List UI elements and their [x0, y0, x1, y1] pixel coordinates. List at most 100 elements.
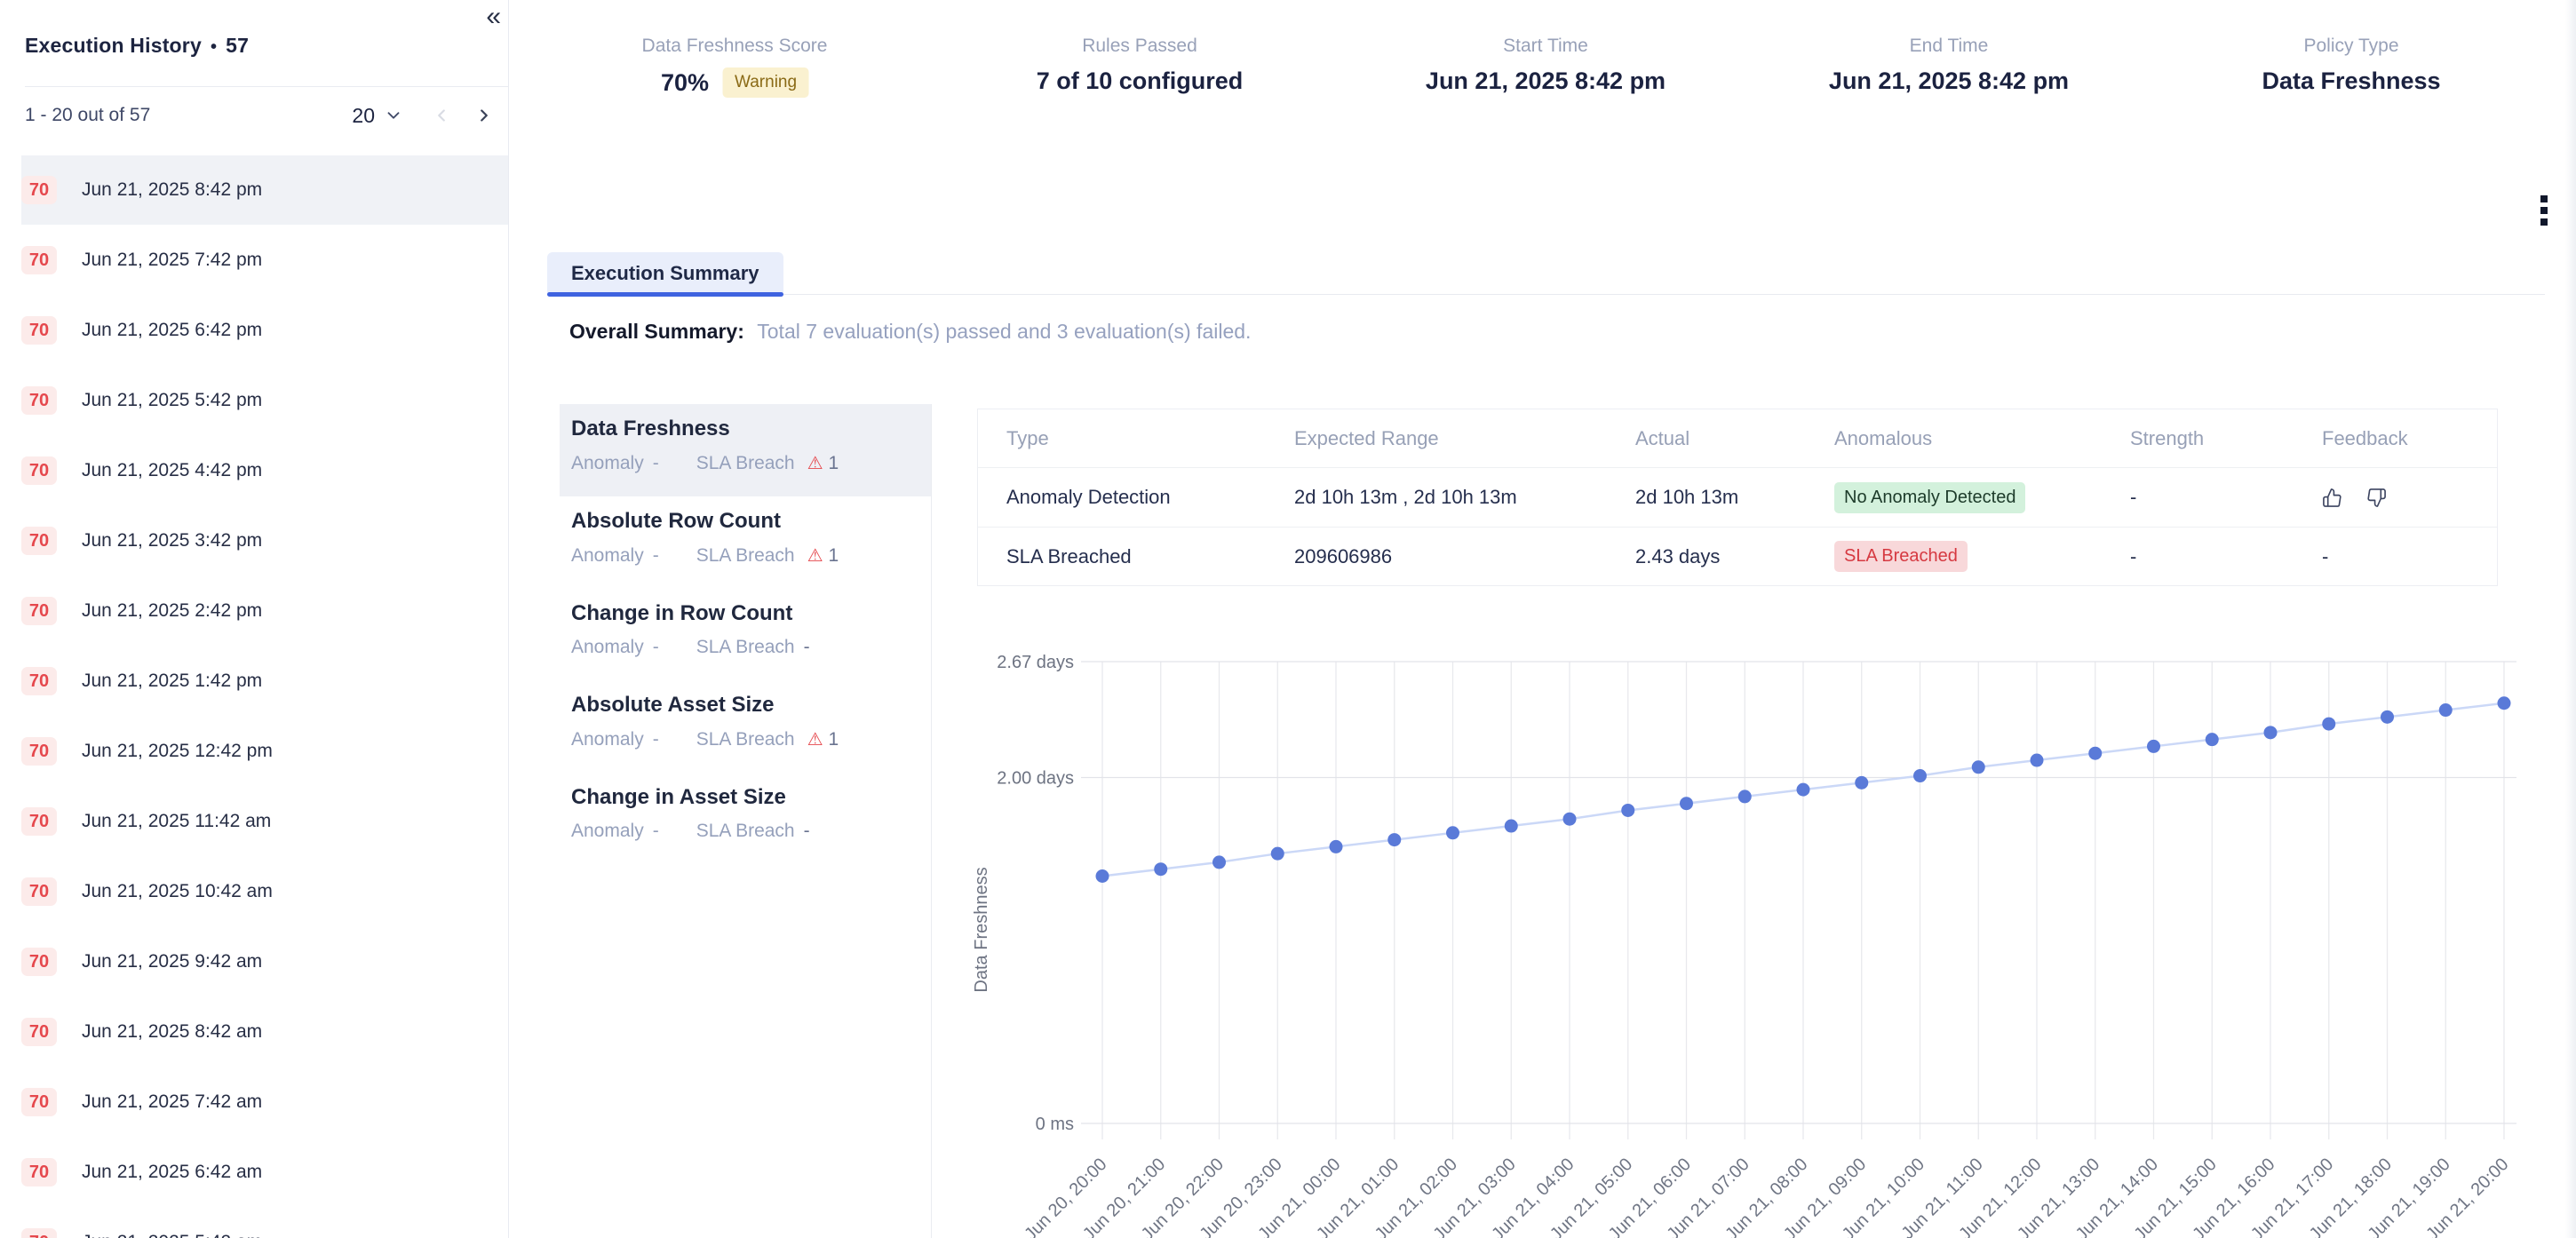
stat-rules-passed: Rules Passed 7 of 10 configured	[1037, 36, 1244, 95]
execution-list-item[interactable]: 70Jun 21, 2025 7:42 am	[21, 1067, 508, 1137]
warning-triangle-icon: ⚠	[807, 728, 823, 750]
score-badge: 70	[21, 1088, 57, 1116]
data-point[interactable]	[2031, 754, 2044, 767]
score-badge: 70	[21, 316, 57, 345]
stat-end-time: End Time Jun 21, 2025 8:42 pm	[1829, 36, 2069, 95]
data-point[interactable]	[1913, 769, 1927, 782]
execution-list-item[interactable]: 70Jun 21, 2025 7:42 pm	[21, 226, 508, 295]
check-item-absolute-row-count[interactable]: Absolute Row Count Anomaly- SLA Breach⚠1	[560, 496, 931, 589]
score-badge: 70	[21, 1018, 57, 1046]
data-point[interactable]	[1797, 783, 1810, 797]
sla-breach-label: SLA Breach	[696, 637, 795, 658]
rule-check-list: Data Freshness Anomaly- SLA Breach⚠1 Abs…	[560, 404, 932, 1238]
check-subtext: Anomaly- SLA Breach⚠1	[571, 728, 931, 750]
anomaly-value: -	[653, 729, 659, 750]
score-badge: 70	[21, 737, 57, 766]
cell-feedback	[2322, 488, 2499, 508]
table-header-row: Type Expected Range Actual Anomalous Str…	[978, 409, 2497, 468]
data-point[interactable]	[1271, 847, 1284, 861]
data-point[interactable]	[1738, 790, 1752, 803]
data-point[interactable]	[2147, 740, 2160, 753]
anomaly-value: -	[653, 821, 659, 842]
data-point[interactable]	[1563, 813, 1577, 826]
column-header-feedback: Feedback	[2322, 427, 2499, 450]
execution-timestamp: Jun 21, 2025 3:42 pm	[82, 530, 262, 552]
execution-list-item[interactable]: 70Jun 21, 2025 4:42 pm	[21, 436, 508, 505]
active-tab-underline	[547, 292, 783, 297]
score-badge: 70	[21, 1228, 57, 1238]
data-point[interactable]	[1096, 869, 1109, 883]
execution-list-item[interactable]: 70 Jun 21, 2025 12:42 pm	[21, 717, 508, 786]
table-row: SLA Breached 209606986 2.43 days SLA Bre…	[978, 527, 2497, 585]
check-item-change-in-row-count[interactable]: Change in Row Count Anomaly- SLA Breach-	[560, 589, 931, 681]
warning-triangle-icon: ⚠	[807, 452, 823, 474]
svg-text:2.67 days: 2.67 days	[997, 653, 1074, 672]
data-point[interactable]	[1972, 760, 1985, 774]
data-point[interactable]	[2264, 726, 2278, 739]
tab-label: Execution Summary	[571, 262, 759, 285]
sla-breach-count: 1	[829, 453, 839, 474]
execution-list-item[interactable]: 70Jun 21, 2025 2:42 pm	[21, 576, 508, 646]
anomaly-label: Anomaly	[571, 545, 644, 567]
data-point[interactable]	[2206, 733, 2219, 746]
execution-timestamp: Jun 21, 2025 6:42 pm	[82, 320, 262, 341]
data-point[interactable]	[1680, 797, 1693, 810]
check-item-data-freshness[interactable]: Data Freshness Anomaly- SLA Breach⚠1	[560, 404, 931, 496]
score-badge: 70	[21, 807, 57, 836]
score-badge: 70	[21, 948, 57, 976]
thumbs-up-icon[interactable]	[2322, 488, 2342, 508]
execution-list-item[interactable]: 70Jun 21, 2025 1:42 pm	[21, 647, 508, 716]
stat-policy-type: Policy Type Data Freshness	[2262, 36, 2440, 95]
scrollbar[interactable]	[2565, 0, 2576, 1238]
execution-list-item[interactable]: 70 Jun 21, 2025 6:42 pm	[21, 296, 508, 365]
execution-list-item[interactable]: 70Jun 21, 2025 11:42 am	[21, 787, 508, 856]
check-subtext: Anomaly- SLA Breach⚠1	[571, 452, 931, 474]
check-item-absolute-asset-size[interactable]: Absolute Asset Size Anomaly- SLA Breach⚠…	[560, 680, 931, 773]
tab-execution-summary[interactable]: Execution Summary	[547, 252, 783, 295]
anomaly-value: -	[653, 545, 659, 567]
execution-list-item[interactable]: 70Jun 21, 2025 10:42 am	[21, 857, 508, 926]
data-point[interactable]	[1855, 776, 1868, 790]
data-point[interactable]	[1330, 840, 1343, 853]
execution-list-item[interactable]: 70Jun 21, 2025 9:42 am	[21, 927, 508, 996]
more-options-kebab-icon[interactable]	[2533, 187, 2555, 234]
stat-label: Data Freshness Score	[642, 36, 828, 57]
execution-timestamp: Jun 21, 2025 12:42 pm	[82, 741, 273, 762]
check-title: Data Freshness	[571, 417, 931, 441]
check-title: Absolute Asset Size	[571, 693, 931, 718]
svg-text:0 ms: 0 ms	[1036, 1115, 1074, 1134]
data-point[interactable]	[2088, 747, 2102, 760]
sla-breach-label: SLA Breach	[696, 729, 795, 750]
data-point[interactable]	[1446, 826, 1459, 839]
overall-summary-label: Overall Summary:	[569, 320, 744, 343]
data-point[interactable]	[2439, 703, 2453, 717]
data-point[interactable]	[2322, 718, 2335, 731]
data-point[interactable]	[1154, 862, 1167, 876]
execution-list-item[interactable]: 70Jun 21, 2025 5:42 am	[21, 1208, 508, 1238]
stat-label: Policy Type	[2262, 36, 2440, 57]
data-point[interactable]	[2498, 696, 2511, 710]
execution-list-item[interactable]: 70Jun 21, 2025 5:42 pm	[21, 366, 508, 435]
overall-summary-text: Total 7 evaluation(s) passed and 3 evalu…	[757, 320, 1251, 343]
score-badge: 70	[21, 246, 57, 274]
data-point[interactable]	[1505, 820, 1518, 833]
data-point[interactable]	[1621, 804, 1634, 817]
execution-timestamp: Jun 21, 2025 2:42 pm	[82, 600, 262, 622]
execution-list-item[interactable]: 70Jun 21, 2025 6:42 am	[21, 1138, 508, 1207]
cell-strength: -	[2130, 545, 2322, 568]
data-point[interactable]	[2381, 710, 2394, 724]
thumbs-down-icon[interactable]	[2366, 488, 2387, 508]
execution-timestamp: Jun 21, 2025 5:42 pm	[82, 390, 262, 411]
execution-list-item[interactable]: 70Jun 21, 2025 3:42 pm	[21, 506, 508, 575]
execution-list-item[interactable]: 70Jun 21, 2025 8:42 pm	[21, 155, 508, 225]
data-point[interactable]	[1212, 855, 1226, 869]
execution-list-item[interactable]: 70Jun 21, 2025 8:42 am	[21, 997, 508, 1067]
data-point[interactable]	[1387, 833, 1401, 846]
check-title: Absolute Row Count	[571, 509, 931, 534]
check-title: Change in Asset Size	[571, 785, 931, 810]
evaluations-table: Type Expected Range Actual Anomalous Str…	[977, 409, 2498, 586]
sla-breach-count: 1	[829, 545, 839, 567]
stat-value: 7 of 10 configured	[1037, 67, 1244, 95]
score-badge: 70	[21, 667, 57, 695]
check-item-change-in-asset-size[interactable]: Change in Asset Size Anomaly- SLA Breach…	[560, 773, 931, 865]
